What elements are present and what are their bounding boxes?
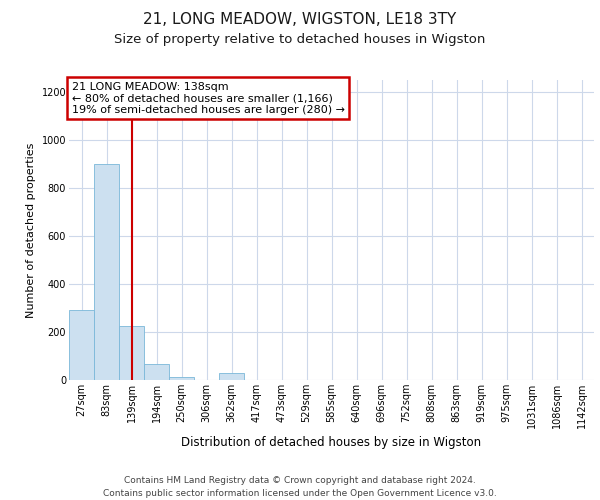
Bar — [144, 364, 169, 380]
Text: 21, LONG MEADOW, WIGSTON, LE18 3TY: 21, LONG MEADOW, WIGSTON, LE18 3TY — [143, 12, 457, 28]
Text: 21 LONG MEADOW: 138sqm
← 80% of detached houses are smaller (1,166)
19% of semi-: 21 LONG MEADOW: 138sqm ← 80% of detached… — [71, 82, 344, 114]
X-axis label: Distribution of detached houses by size in Wigston: Distribution of detached houses by size … — [181, 436, 482, 450]
Bar — [219, 374, 244, 380]
Y-axis label: Number of detached properties: Number of detached properties — [26, 142, 36, 318]
Bar — [169, 377, 194, 380]
Bar — [119, 326, 144, 380]
Text: Size of property relative to detached houses in Wigston: Size of property relative to detached ho… — [115, 32, 485, 46]
Bar — [69, 310, 94, 380]
Bar — [94, 164, 119, 380]
Text: Contains HM Land Registry data © Crown copyright and database right 2024.
Contai: Contains HM Land Registry data © Crown c… — [103, 476, 497, 498]
